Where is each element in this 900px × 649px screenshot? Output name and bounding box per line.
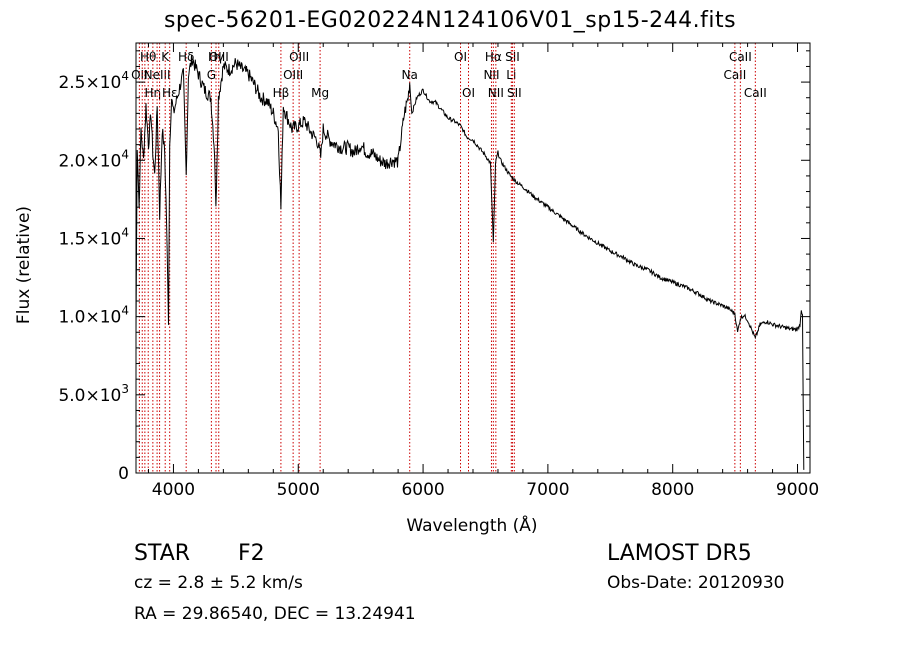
y-axis-label: Flux (relative) xyxy=(14,206,34,324)
line-marker-label: NII xyxy=(483,68,499,82)
line-marker-label: Li xyxy=(506,68,516,82)
x-tick-label: 6000 xyxy=(401,480,444,500)
line-marker-label: CaII xyxy=(729,50,752,64)
line-marker-label: Hθ xyxy=(140,50,156,64)
line-marker-label: CaII xyxy=(744,86,767,100)
line-marker-label: SII xyxy=(505,50,520,64)
line-marker-label: Hγ xyxy=(208,50,224,64)
redshift-label: cz = 2.8 ± 5.2 km/s xyxy=(134,573,303,593)
line-marker-label: OIII xyxy=(209,50,229,64)
class-label: STAR xyxy=(134,541,191,566)
line-marker-label: SII xyxy=(507,86,522,100)
line-marker-label: K xyxy=(161,50,170,64)
line-marker-label: Na xyxy=(402,68,418,82)
line-marker-label: Hη xyxy=(145,86,162,100)
line-marker-label: Hε xyxy=(162,86,178,100)
y-tick-label: 5.0×103 xyxy=(58,382,129,406)
y-tick-label: 0 xyxy=(118,464,129,484)
x-tick-label: 8000 xyxy=(651,480,694,500)
line-markers: OIIHθHηNeIIIKHεHδGHγOIIIHβOIIIOIIIMgNaOI… xyxy=(131,43,767,473)
line-marker-label: Mg xyxy=(311,86,329,100)
line-marker-label: NII xyxy=(488,86,504,100)
y-tick-label: 2.0×104 xyxy=(58,147,129,171)
line-marker-label: OI xyxy=(462,86,475,100)
x-tick-label: 4000 xyxy=(152,480,195,500)
x-axis-label: Wavelength (Å) xyxy=(406,514,537,536)
line-marker-label: OII xyxy=(131,68,148,82)
line-marker-label: Hδ xyxy=(178,50,194,64)
y-tick-label: 1.5×104 xyxy=(58,225,129,249)
spectrum-layer xyxy=(135,54,805,470)
x-tick-label: 9000 xyxy=(776,480,819,500)
line-marker-label: G xyxy=(207,68,216,82)
x-tick-label: 7000 xyxy=(526,480,569,500)
line-marker-label: OIII xyxy=(289,50,309,64)
line-marker-label: OIII xyxy=(283,68,303,82)
chart-title: spec-56201-EG020224N124106V01_sp15-244.f… xyxy=(163,8,737,33)
survey-label: LAMOST DR5 xyxy=(607,541,752,566)
line-marker-label: Hα xyxy=(485,50,502,64)
subclass-label: F2 xyxy=(238,541,265,566)
coordinates-label: RA = 29.86540, DEC = 13.24941 xyxy=(134,604,416,624)
plot-frame xyxy=(135,42,811,474)
line-marker-label: OI xyxy=(454,50,467,64)
line-marker-label: CaII xyxy=(723,68,746,82)
spectrum-line xyxy=(135,54,805,470)
y-tick-label: 1.0×104 xyxy=(58,304,129,328)
x-tick-label: 5000 xyxy=(277,480,320,500)
y-axis-ticks: 0 5.0×103 1.0×104 1.5×104 2.0×104 2.5×104 xyxy=(58,50,810,484)
x-axis-ticks: 4000 5000 6000 7000 8000 9000 xyxy=(147,43,819,500)
obs-date-label: Obs-Date: 20120930 xyxy=(607,573,785,593)
line-marker-label: NeIII xyxy=(144,68,171,82)
line-marker-label: Hβ xyxy=(273,86,290,100)
y-tick-label: 2.5×104 xyxy=(58,69,129,93)
